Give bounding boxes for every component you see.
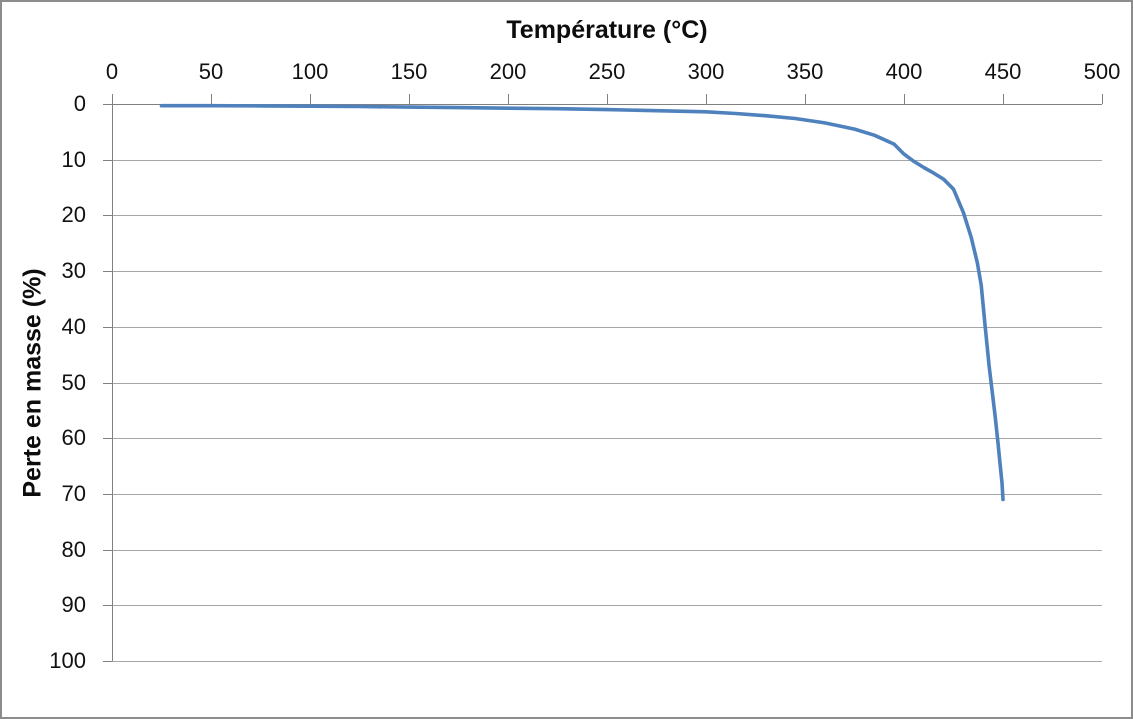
x-tick-mark — [409, 94, 410, 104]
y-tick-label: 100 — [49, 648, 86, 673]
x-tick-label: 300 — [687, 59, 725, 84]
y-tick-mark — [103, 493, 112, 495]
x-tick-label: 50 — [198, 59, 224, 84]
x-tick-mark — [310, 94, 311, 104]
y-tick-label: 40 — [61, 313, 86, 339]
y-tick-mark — [103, 215, 112, 217]
y-tick-mark — [103, 605, 112, 607]
gridline — [112, 382, 1102, 384]
y-tick-mark — [103, 104, 112, 105]
y-tick-mark — [103, 438, 112, 440]
gridline — [112, 549, 1102, 551]
x-tick-mark — [211, 94, 212, 104]
x-tick-mark — [1003, 94, 1004, 104]
y-tick-label: 10 — [61, 146, 86, 172]
gridline — [112, 605, 1102, 607]
y-tick-label: 50 — [61, 369, 86, 395]
y-axis-title: Perte en masse (%) — [18, 268, 47, 498]
x-tick-label: 250 — [588, 59, 626, 84]
y-tick-label: 60 — [61, 425, 86, 451]
y-tick-label: 90 — [61, 592, 86, 618]
x-tick-label: 350 — [786, 59, 824, 84]
gridline — [112, 661, 1102, 662]
gridline — [112, 438, 1102, 440]
x-tick-label: 100 — [291, 59, 329, 84]
y-tick-label: 70 — [61, 480, 86, 506]
x-tick-mark — [607, 94, 608, 104]
gridline — [112, 271, 1102, 273]
y-tick-mark — [103, 382, 112, 384]
gridline — [112, 493, 1102, 495]
line-series-svg — [159, 103, 1005, 502]
x-tick-mark — [508, 94, 509, 104]
y-tick-label: 0 — [73, 91, 86, 116]
plot-area — [112, 103, 1102, 662]
y-tick-label: 30 — [61, 258, 86, 284]
y-tick-mark — [103, 661, 112, 662]
x-tick-mark — [112, 94, 113, 104]
x-tick-mark — [904, 94, 905, 104]
y-tick-mark — [103, 326, 112, 328]
y-tick-mark — [103, 159, 112, 161]
series-line — [159, 103, 1005, 502]
x-tick-mark — [805, 94, 806, 104]
y-tick-mark — [103, 271, 112, 273]
gridline — [112, 326, 1102, 328]
x-tick-mark — [1102, 94, 1103, 104]
y-tick-mark — [103, 549, 112, 551]
x-tick-label: 500 — [1083, 59, 1121, 84]
gridline — [112, 159, 1102, 161]
x-tick-label: 400 — [885, 59, 923, 84]
x-tick-label: 150 — [390, 59, 428, 84]
x-axis-title: Température (°C) — [506, 16, 708, 44]
x-axis-line — [112, 104, 1102, 105]
gridline — [112, 215, 1102, 217]
y-tick-label: 20 — [61, 202, 86, 228]
x-tick-label: 450 — [984, 59, 1022, 84]
x-tick-mark — [706, 94, 707, 104]
x-tick-label: 0 — [105, 59, 119, 84]
y-axis-line — [112, 94, 113, 661]
y-tick-label: 80 — [61, 536, 86, 562]
x-tick-label: 200 — [489, 59, 527, 84]
